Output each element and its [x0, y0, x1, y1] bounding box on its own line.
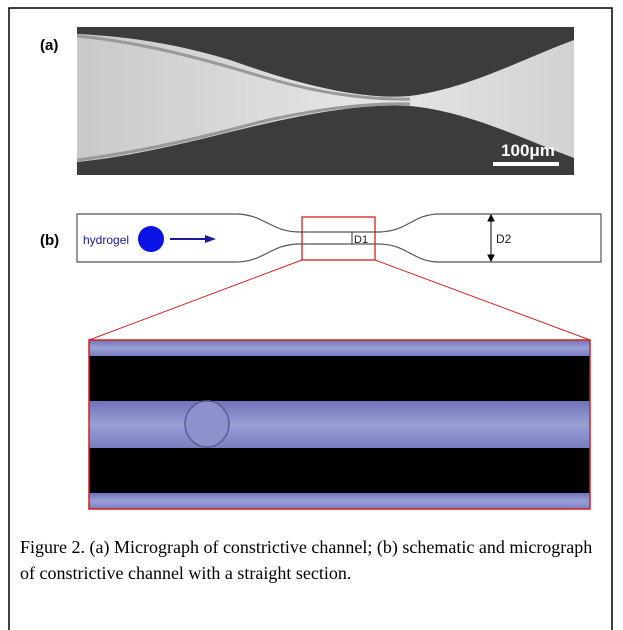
figure-caption: Figure 2. (a) Micrograph of constrictive…: [20, 534, 600, 586]
d2-marker: [488, 215, 494, 261]
hydrogel-particle: [138, 226, 164, 252]
micrograph-a: 100μm: [77, 27, 574, 175]
d1-label: D1: [354, 234, 368, 246]
zoom-line: [375, 260, 590, 340]
zoom-line: [89, 260, 302, 340]
flow-arrow: [170, 235, 216, 243]
panel-label: (b): [40, 232, 59, 249]
figure: (a) 100μm (b) hydrogel D1 D2 Figure 2. (…: [0, 0, 623, 630]
d2-label: D2: [496, 232, 512, 246]
micrograph-b: [89, 340, 590, 509]
hydrogel-label: hydrogel: [83, 233, 129, 247]
panel-label: (a): [40, 37, 58, 54]
scale-bar-label: 100μm: [501, 141, 555, 160]
